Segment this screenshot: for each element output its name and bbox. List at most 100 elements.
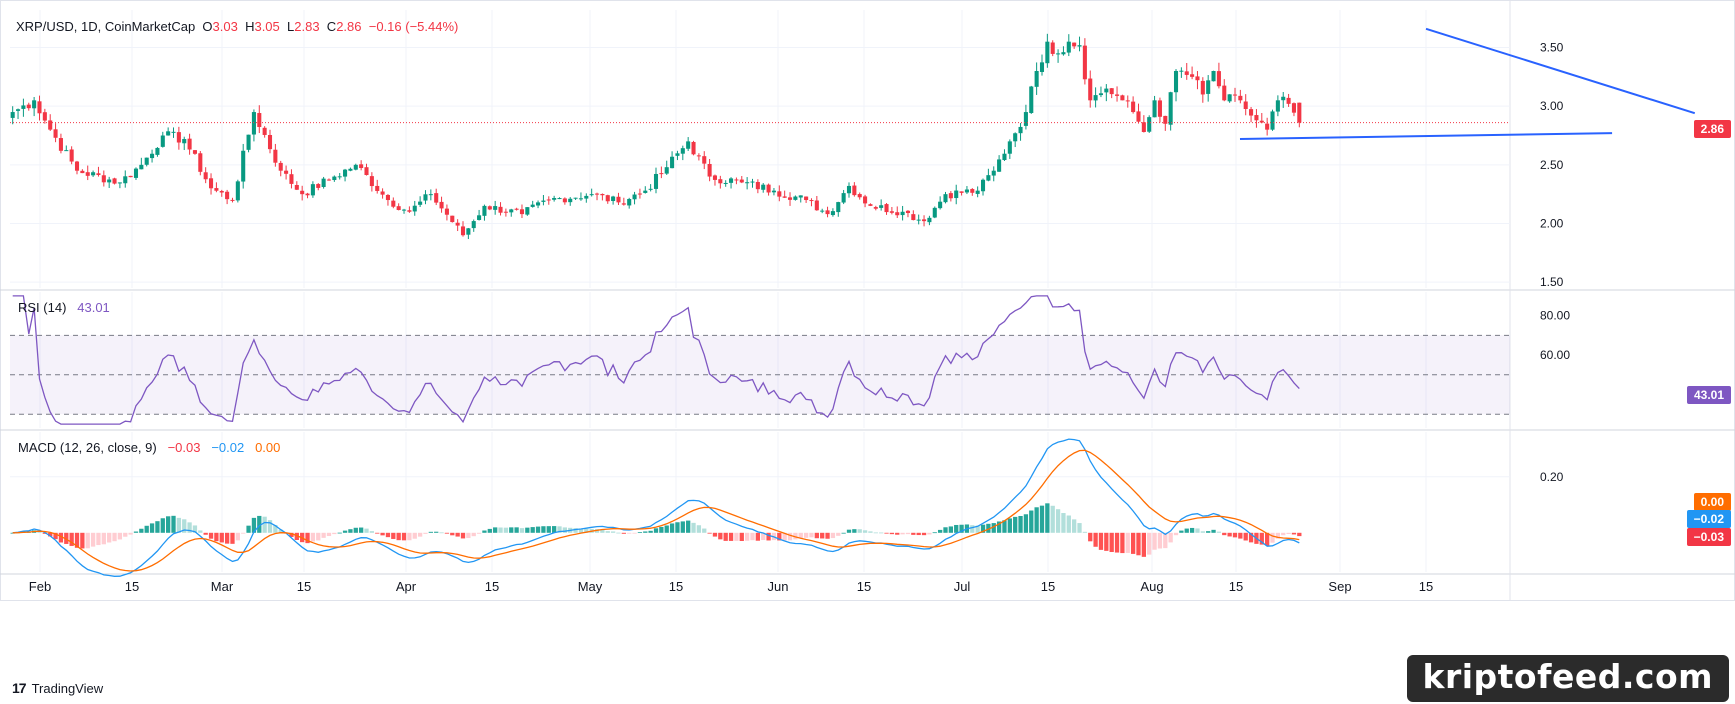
macd-histogram-bar [171,515,176,533]
candle-body [326,179,332,181]
macd-histogram-bar [1206,531,1211,533]
macd-histogram-bar [1039,505,1045,533]
macd-histogram-bar [230,532,235,544]
candle-body [96,173,101,175]
macd-histogram-bar [476,532,482,534]
macd-histogram-bar [948,526,953,533]
low-label: L [287,19,295,34]
candle-body [1216,71,1221,87]
macd-histogram-bar [509,527,514,533]
candle-body [970,189,975,193]
macd-histogram-bar [739,532,744,541]
candle-body [1039,62,1045,72]
candle-body [91,172,96,176]
candle-body [69,149,74,162]
candle-body [64,150,69,152]
change-value: −0.16 (−5.44%) [368,19,459,34]
candle-body [1007,141,1012,154]
candle-body [889,211,894,213]
candle-body [927,217,932,223]
candle-body [771,190,776,193]
candle-body [48,120,53,130]
macd-histogram-bar [101,532,106,545]
candle-body [251,112,256,135]
macd-histogram-bar [310,532,316,542]
candle-body [1275,100,1280,112]
candle-body [1200,80,1205,95]
macd-histogram-bar [996,521,1002,533]
macd-histogram-bar [267,520,273,533]
macd-line [12,438,1300,577]
candle-body [573,197,578,199]
macd-histogram-bar [889,532,895,535]
macd-histogram-bar [471,532,476,537]
tradingview-brand[interactable]: 17 TradingView [12,680,103,696]
macd-histogram-bar [712,532,718,537]
candle-body [562,198,567,203]
candle-body [300,190,305,195]
candle-body [133,168,139,178]
macd-histogram-bar [1270,532,1275,543]
candle-body [1259,120,1264,123]
candle-body [594,193,600,195]
macd-histogram-bar [235,532,240,541]
candle-body [482,205,487,216]
macd-histogram-bar [1281,532,1286,536]
macd-histogram-bar [139,528,144,533]
candle-body [707,163,712,177]
candle-body [401,209,407,211]
candle-body [530,204,535,207]
macd-histogram-bar [777,532,782,541]
open-value: 3.03 [212,19,238,34]
macd-histogram-bar [841,532,846,534]
candle-body [21,105,26,109]
macd-histogram-bar [321,532,326,538]
macd-histogram-bar [782,532,787,541]
candle-body [1120,95,1125,101]
x-tick-label: Aug [1140,579,1163,594]
macd-histogram-bar [610,531,616,533]
macd-histogram-bar [1007,518,1012,533]
macd-histogram-bar [1104,532,1109,551]
x-tick-label: Jul [954,579,971,594]
macd-histogram-bar [562,527,568,533]
rsi-legend: RSI (14) 43.01 [18,300,110,315]
candle-body [1173,70,1179,93]
macd-histogram-bar [144,525,149,533]
candle-body [804,196,809,201]
candle-body [101,175,106,183]
candle-body [761,184,766,190]
macd-label: MACD (12, 26, close, 9) [18,440,157,455]
macd-histogram-bar [1029,510,1034,533]
candle-body [1056,53,1061,55]
macd-histogram-bar [616,532,621,534]
macd-histogram-bar [868,531,873,533]
candle-body [107,179,112,183]
macd-histogram-bar [980,524,986,533]
candle-body [948,193,953,199]
candle-body [348,168,353,171]
macd-histogram-bar [1125,532,1130,553]
macd-histogram-bar [1130,532,1136,554]
candle-body [755,181,760,190]
candle-body [686,141,691,149]
candle-body [1131,101,1136,113]
macd-histogram-bar [932,532,937,534]
macd-histogram-bar [809,532,814,538]
macd-histogram-bar [793,532,798,540]
candle-body [739,179,744,183]
candle-body [80,170,85,174]
macd-histogram-bar [702,528,707,533]
macd-histogram-bar [503,527,509,533]
macd-histogram-bar [257,515,262,533]
macd-histogram-bar [149,523,155,533]
macd-histogram-bar [112,532,117,542]
macd-histogram-bar [1093,532,1098,547]
macd-histogram-bar [696,525,702,533]
candle-body [1002,153,1007,161]
macd-histogram-bar [514,527,519,533]
macd-histogram-bar [359,527,364,533]
macd-histogram-bar [927,532,932,535]
candle-body [600,193,605,196]
candle-body [846,185,852,194]
